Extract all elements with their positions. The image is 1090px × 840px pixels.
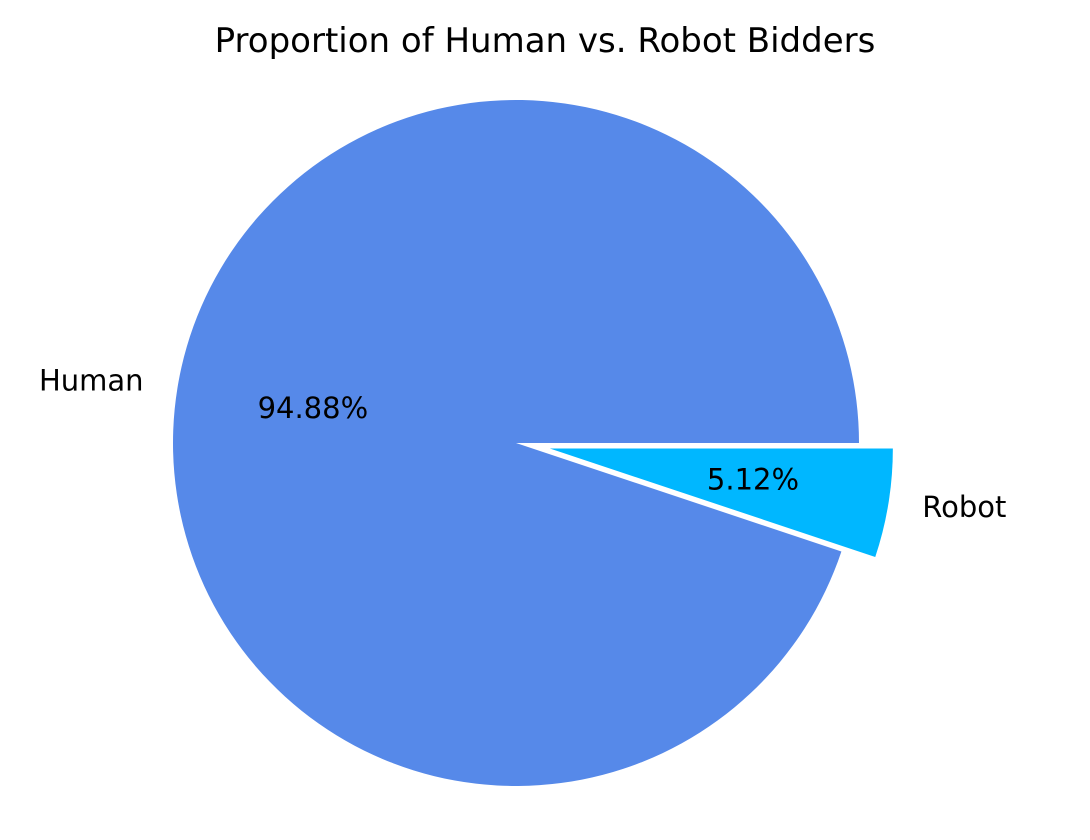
- chart-title: Proportion of Human vs. Robot Bidders: [215, 21, 876, 61]
- labels-layer: Human 94.88% Robot 5.12%: [39, 364, 1006, 524]
- slice-label-human: Human: [39, 364, 144, 398]
- slice-label-robot: Robot: [922, 490, 1006, 524]
- slices-layer: [173, 99, 893, 786]
- pct-label-robot: 5.12%: [707, 462, 799, 496]
- pie-slice-robot: [549, 448, 893, 557]
- pie-slice-human: [173, 99, 859, 786]
- pct-label-human: 94.88%: [258, 391, 369, 425]
